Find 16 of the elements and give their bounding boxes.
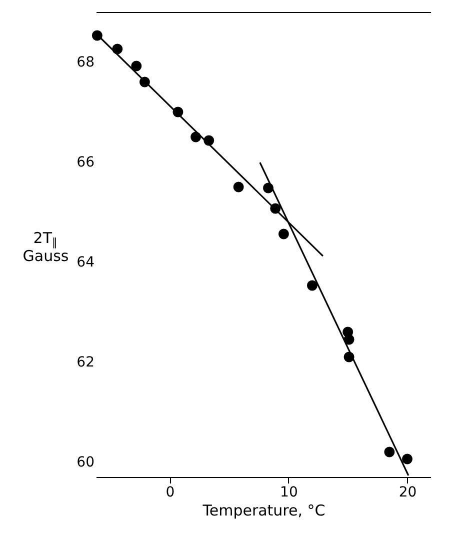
point <box>306 280 318 291</box>
point <box>384 446 395 458</box>
x-axis-title: Temperature, °C <box>202 502 326 520</box>
y-tick-label: 60 <box>76 454 94 470</box>
y-tick-label: 64 <box>76 254 95 270</box>
y-tick-label: 62 <box>76 354 94 370</box>
point <box>131 60 142 72</box>
y-tick-label: 66 <box>76 154 95 170</box>
point <box>278 228 289 240</box>
x-tick-label: 0 <box>166 484 175 500</box>
x-tick-label: 20 <box>398 484 417 500</box>
point <box>233 182 244 192</box>
y-axis-title: 2T∥ Gauss <box>22 229 69 265</box>
y-tick-label: 68 <box>76 54 94 70</box>
x-tick-label: 10 <box>280 484 298 500</box>
point <box>402 454 412 464</box>
